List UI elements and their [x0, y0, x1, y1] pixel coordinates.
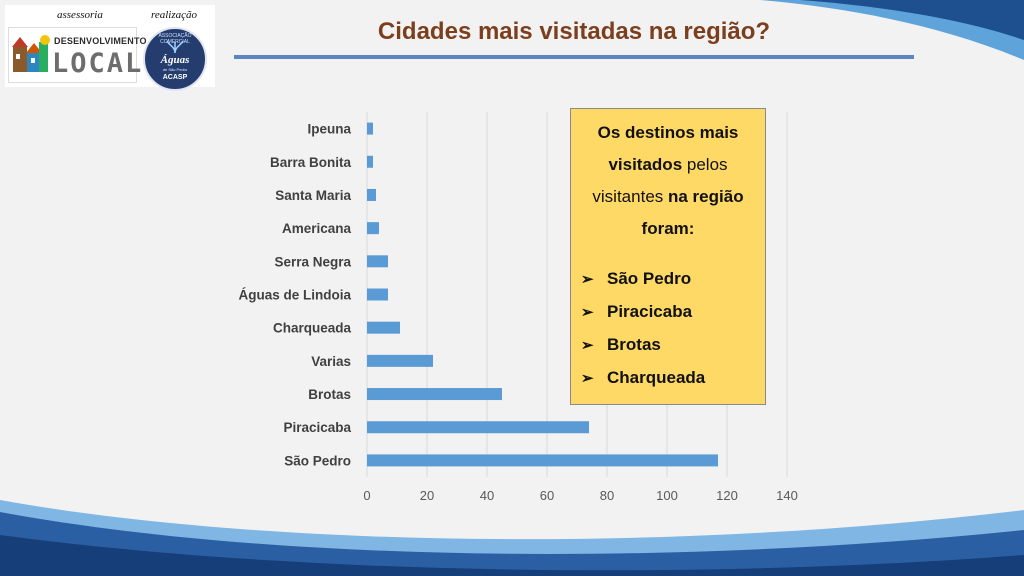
summary-bold-1: Os destinos mais visitados: [597, 123, 739, 174]
title-underline: [234, 55, 914, 59]
bar: [367, 354, 433, 367]
arrow-bullet-icon: ➢: [581, 271, 594, 288]
list-item: ➢ Brotas: [581, 329, 765, 362]
logos-panel: assessoria realização DESENVOLVIMENTO LO…: [5, 5, 215, 91]
arrow-bullet-icon: ➢: [581, 370, 594, 387]
acasp-name-text: Águas: [160, 54, 190, 66]
top-destinations-list: ➢ São Pedro ➢ Piracicaba ➢ Brotas ➢ Charquea…: [581, 263, 765, 395]
list-item-label: Piracicaba: [607, 302, 693, 321]
fountain-icon: [166, 40, 184, 54]
acasp-sub-text: de São Pedro: [162, 67, 188, 72]
x-tick-label: 80: [600, 488, 614, 503]
summary-bold-2: na região foram:: [641, 187, 744, 238]
bar: [367, 454, 718, 467]
acasp-seal-logo: ASSOCIAÇÃO COMERCIAL Águas de São Pedro …: [143, 27, 207, 91]
arrow-bullet-icon: ➢: [581, 304, 594, 321]
list-item-label: São Pedro: [607, 269, 692, 288]
y-category-label: Brotas: [308, 387, 351, 402]
bar: [367, 155, 373, 168]
x-tick-label: 100: [656, 488, 678, 503]
y-category-label: Varias: [311, 354, 351, 369]
y-category-label: Santa Maria: [275, 188, 351, 203]
bar: [367, 388, 502, 401]
list-item-label: Charqueada: [607, 368, 706, 387]
x-tick-label: 20: [420, 488, 434, 503]
bar-chart: 0 20 40 60 80 100 120 140 Ipeuna Barra Bonita Sant…: [238, 112, 798, 503]
list-item: ➢ Piracicaba: [581, 296, 765, 329]
x-tick-label: 120: [716, 488, 738, 503]
logo-text-line2: LOCAL: [52, 48, 144, 79]
bar: [367, 255, 388, 268]
list-item: ➢ São Pedro: [581, 263, 765, 296]
bar: [367, 321, 400, 334]
bar: [367, 188, 376, 201]
assessoria-caption: assessoria: [57, 9, 103, 21]
summary-text: Os destinos mais visitados pelos visitan…: [579, 117, 757, 245]
y-category-label: Águas de Lindoia: [238, 288, 351, 303]
list-item-label: Brotas: [607, 335, 661, 354]
slide-title: Cidades mais visitadas na região?: [377, 18, 771, 45]
y-category-label: Americana: [282, 221, 352, 236]
y-category-label: Barra Bonita: [270, 155, 352, 170]
summary-normal: pelos visitantes: [592, 155, 728, 206]
bar: [367, 222, 379, 235]
y-category-label: Charqueada: [273, 321, 352, 336]
y-category-label: Serra Negra: [274, 254, 351, 269]
desenvolvimento-local-logo: DESENVOLVIMENTO LOCAL: [8, 27, 146, 83]
y-category-label: São Pedro: [284, 453, 351, 468]
acasp-abbr-text: ACASP: [162, 74, 188, 81]
summary-note: Os destinos mais visitados pelos visitan…: [570, 108, 766, 405]
x-tick-label: 60: [540, 488, 554, 503]
x-tick-label: 140: [776, 488, 798, 503]
x-tick-label: 40: [480, 488, 494, 503]
logo-text-line1: DESENVOLVIMENTO: [54, 36, 147, 46]
list-item: ➢ Charqueada: [581, 362, 765, 395]
y-category-label: Ipeuna: [307, 122, 351, 137]
bar: [367, 421, 589, 434]
bar: [367, 288, 388, 301]
bar: [367, 122, 373, 135]
arrow-bullet-icon: ➢: [581, 337, 594, 354]
realizacao-caption: realização: [151, 9, 198, 21]
city-houses-icon: [12, 35, 50, 72]
y-category-label: Piracicaba: [283, 420, 351, 435]
x-tick-label: 0: [363, 488, 370, 503]
